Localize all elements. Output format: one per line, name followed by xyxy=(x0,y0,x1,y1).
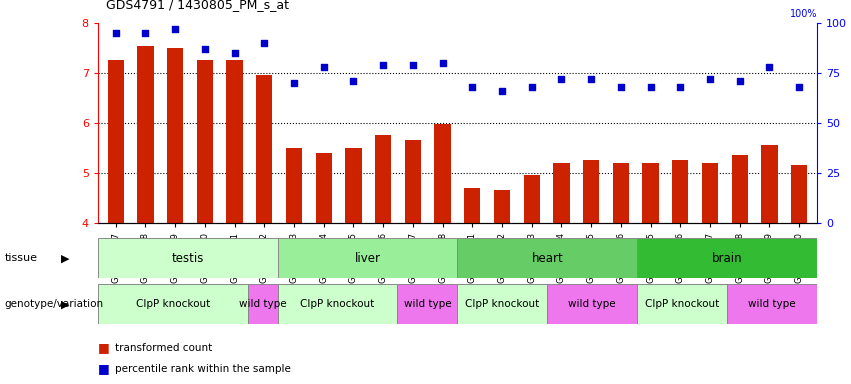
Point xyxy=(346,78,360,84)
Text: heart: heart xyxy=(531,252,563,265)
Bar xyxy=(316,153,332,223)
Point xyxy=(495,88,509,94)
Bar xyxy=(256,76,272,223)
Text: wild type: wild type xyxy=(403,299,451,310)
Bar xyxy=(434,124,451,223)
Point xyxy=(585,76,598,82)
Bar xyxy=(277,284,397,324)
Text: ClpP knockout: ClpP knockout xyxy=(645,299,719,310)
Bar xyxy=(137,46,153,223)
Point xyxy=(139,30,152,36)
Text: 100%: 100% xyxy=(790,9,817,19)
Bar xyxy=(167,48,183,223)
Text: wild type: wild type xyxy=(239,299,287,310)
Bar xyxy=(637,284,727,324)
Bar xyxy=(98,238,277,278)
Point xyxy=(614,84,628,90)
Point xyxy=(198,46,212,52)
Bar xyxy=(547,284,637,324)
Bar xyxy=(791,165,808,223)
Point xyxy=(406,62,420,68)
Bar xyxy=(494,190,510,223)
Text: ClpP knockout: ClpP knockout xyxy=(135,299,210,310)
Text: testis: testis xyxy=(172,252,204,265)
Text: GDS4791 / 1430805_PM_s_at: GDS4791 / 1430805_PM_s_at xyxy=(106,0,289,12)
Point xyxy=(436,60,449,66)
Point xyxy=(465,84,479,90)
Bar xyxy=(613,163,629,223)
Point xyxy=(525,84,539,90)
Point xyxy=(733,78,746,84)
Bar xyxy=(375,136,391,223)
Bar xyxy=(583,161,599,223)
Point xyxy=(643,84,657,90)
Point xyxy=(703,76,717,82)
Point xyxy=(287,80,300,86)
Bar xyxy=(643,163,659,223)
Bar xyxy=(346,148,362,223)
Bar xyxy=(286,148,302,223)
Text: wild type: wild type xyxy=(568,299,616,310)
Bar xyxy=(702,163,718,223)
Bar xyxy=(405,140,421,223)
Text: brain: brain xyxy=(711,252,742,265)
Text: ▶: ▶ xyxy=(61,299,70,310)
Bar xyxy=(637,238,817,278)
Text: genotype/variation: genotype/variation xyxy=(4,299,103,310)
Bar xyxy=(732,156,748,223)
Bar xyxy=(277,238,457,278)
Text: transformed count: transformed count xyxy=(115,343,212,353)
Point xyxy=(228,50,242,56)
Bar xyxy=(464,188,481,223)
Point xyxy=(376,62,390,68)
Point xyxy=(258,40,271,46)
Bar xyxy=(248,284,277,324)
Text: tissue: tissue xyxy=(4,253,37,263)
Bar xyxy=(197,61,213,223)
Text: ■: ■ xyxy=(98,341,110,354)
Point xyxy=(168,26,182,32)
Bar xyxy=(226,61,243,223)
Text: ClpP knockout: ClpP knockout xyxy=(300,299,374,310)
Text: percentile rank within the sample: percentile rank within the sample xyxy=(115,364,291,374)
Point xyxy=(109,30,123,36)
Text: wild type: wild type xyxy=(748,299,796,310)
Bar xyxy=(553,163,569,223)
Point xyxy=(317,64,330,70)
Text: ■: ■ xyxy=(98,362,110,375)
Bar xyxy=(458,238,637,278)
Point xyxy=(762,64,776,70)
Text: ▶: ▶ xyxy=(61,253,70,263)
Point xyxy=(673,84,687,90)
Point xyxy=(792,84,806,90)
Bar xyxy=(107,61,124,223)
Bar xyxy=(762,146,778,223)
Bar xyxy=(672,161,688,223)
Bar xyxy=(523,175,540,223)
Text: liver: liver xyxy=(355,252,380,265)
Text: ClpP knockout: ClpP knockout xyxy=(465,299,540,310)
Bar xyxy=(727,284,817,324)
Point xyxy=(555,76,568,82)
Bar xyxy=(397,284,458,324)
Bar xyxy=(458,284,547,324)
Bar xyxy=(98,284,248,324)
